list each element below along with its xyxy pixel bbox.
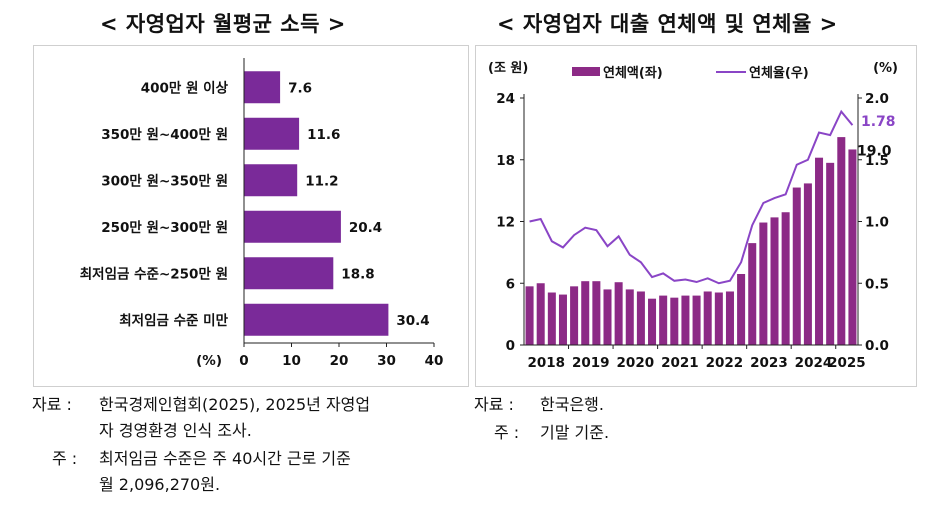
x-year-label: 2025 bbox=[828, 355, 866, 371]
bar bbox=[803, 183, 812, 345]
bar bbox=[244, 210, 341, 243]
bar bbox=[748, 243, 757, 345]
left-y-tick-label: 24 bbox=[496, 91, 515, 107]
bar bbox=[570, 286, 579, 345]
bar bbox=[770, 217, 779, 345]
left-source-text: 한국경제인협회(2025), 2025년 자영업 bbox=[99, 395, 371, 414]
bar bbox=[547, 292, 556, 345]
left-y-tick-label: 6 bbox=[506, 276, 515, 292]
bar bbox=[815, 157, 824, 345]
bar bbox=[826, 162, 835, 345]
left-y-tick-label: 18 bbox=[496, 153, 515, 169]
data-label: 18.8 bbox=[341, 266, 374, 282]
bar bbox=[603, 289, 612, 345]
x-year-label: 2018 bbox=[527, 355, 565, 371]
delinquency-combo-chart: (조 원) (%) 연체액(좌) 연체율(우) 0 6 12 18 24 0.0 0.5 1.0 1.5… bbox=[488, 61, 898, 371]
data-label: 11.6 bbox=[307, 127, 340, 143]
bar bbox=[714, 292, 723, 345]
bar bbox=[558, 294, 567, 345]
bar bbox=[648, 298, 657, 345]
right-note-text: 기말 기준. bbox=[540, 423, 610, 442]
bar bbox=[681, 295, 690, 345]
bar bbox=[848, 149, 857, 345]
category-label: 최저임금 수준~250만 원 bbox=[80, 266, 228, 282]
bar bbox=[525, 286, 534, 345]
data-label: 11.2 bbox=[305, 173, 338, 189]
x-year-label: 2022 bbox=[706, 355, 744, 371]
bar bbox=[703, 291, 712, 345]
bar bbox=[244, 257, 334, 290]
left-y-tick-label: 12 bbox=[496, 215, 515, 231]
legend-bar-swatch bbox=[572, 67, 600, 76]
bar bbox=[636, 291, 645, 345]
bar bbox=[244, 117, 300, 150]
right-y-tick-label: 1.0 bbox=[865, 215, 889, 231]
bar bbox=[837, 137, 846, 345]
data-label: 20.4 bbox=[349, 220, 382, 236]
left-note-text-cont: 월 2,096,270원. bbox=[99, 475, 221, 494]
bar bbox=[592, 281, 601, 345]
right-y-tick-label: 0.5 bbox=[865, 276, 889, 292]
right-source-label: 자료 : bbox=[474, 395, 514, 414]
legend-line-label: 연체율(우) bbox=[749, 65, 809, 81]
x-year-label: 2021 bbox=[661, 355, 699, 371]
left-axis-unit: (조 원) bbox=[488, 61, 528, 76]
line-end-label: 1.78 bbox=[861, 114, 896, 130]
category-label: 350만 원~400만 원 bbox=[101, 127, 228, 143]
bar bbox=[244, 303, 389, 336]
left-chart-title: < 자영업자 월평균 소득 > bbox=[100, 12, 346, 36]
right-chart-title: < 자영업자 대출 연체액 및 연체율 > bbox=[497, 12, 838, 36]
left-source-text-cont: 자 경영환경 인식 조사. bbox=[99, 421, 252, 440]
category-label: 최저임금 수준 미만 bbox=[119, 313, 228, 329]
x-year-label: 2023 bbox=[750, 355, 788, 371]
bar bbox=[625, 289, 634, 345]
x-year-label: 2024 bbox=[795, 355, 833, 371]
bar bbox=[692, 295, 701, 345]
bar bbox=[737, 273, 746, 345]
right-y-tick-label: 2.0 bbox=[865, 91, 889, 107]
bar bbox=[670, 297, 679, 345]
income-bar-chart: 400만 원 이상 7.6 350만 원~400만 원 11.6 300만 원~350만… bbox=[80, 58, 444, 369]
left-source-label: 자료 : bbox=[32, 395, 72, 414]
bar bbox=[759, 222, 768, 345]
right-axis-unit: (%) bbox=[873, 61, 898, 76]
x-tick-label: 20 bbox=[330, 353, 349, 369]
category-label: 300만 원~350만 원 bbox=[101, 173, 228, 189]
delinquency-chart-panel: (조 원) (%) 연체액(좌) 연체율(우) 0 6 12 18 24 0.0 0.5 1.0 1.5… bbox=[475, 45, 917, 387]
left-note-text: 최저임금 수준은 주 40시간 근로 기준 bbox=[99, 449, 351, 468]
data-label: 30.4 bbox=[396, 313, 429, 329]
data-label: 7.6 bbox=[288, 80, 312, 96]
bar bbox=[781, 212, 790, 345]
bar bbox=[659, 295, 668, 345]
left-note-label: 주 : bbox=[52, 449, 78, 468]
bar bbox=[614, 282, 623, 345]
right-source-text: 한국은행. bbox=[540, 395, 604, 414]
x-axis-unit: (%) bbox=[196, 353, 222, 369]
x-tick-label: 40 bbox=[425, 353, 444, 369]
bar bbox=[725, 291, 734, 345]
right-y-tick-label: 1.5 bbox=[865, 153, 889, 169]
x-tick-label: 30 bbox=[377, 353, 396, 369]
x-tick-label: 10 bbox=[282, 353, 301, 369]
right-note-label: 주 : bbox=[494, 423, 520, 442]
bar bbox=[536, 283, 545, 345]
x-tick-label: 0 bbox=[239, 353, 248, 369]
x-year-label: 2019 bbox=[572, 355, 610, 371]
bar bbox=[244, 164, 298, 197]
category-label: 400만 원 이상 bbox=[141, 79, 229, 96]
legend-bar-label: 연체액(좌) bbox=[603, 65, 663, 81]
income-chart-panel: 400만 원 이상 7.6 350만 원~400만 원 11.6 300만 원~350만… bbox=[33, 45, 469, 387]
bar bbox=[244, 71, 281, 104]
right-y-tick-label: 0.0 bbox=[865, 338, 889, 354]
bar-end-label: 19.0 bbox=[857, 143, 892, 159]
left-y-tick-label: 0 bbox=[506, 338, 515, 354]
category-label: 250만 원~300만 원 bbox=[101, 220, 228, 236]
bar bbox=[792, 187, 801, 345]
delinquency-rate-line bbox=[529, 109, 854, 285]
x-year-label: 2020 bbox=[617, 355, 655, 371]
bar bbox=[581, 281, 590, 345]
